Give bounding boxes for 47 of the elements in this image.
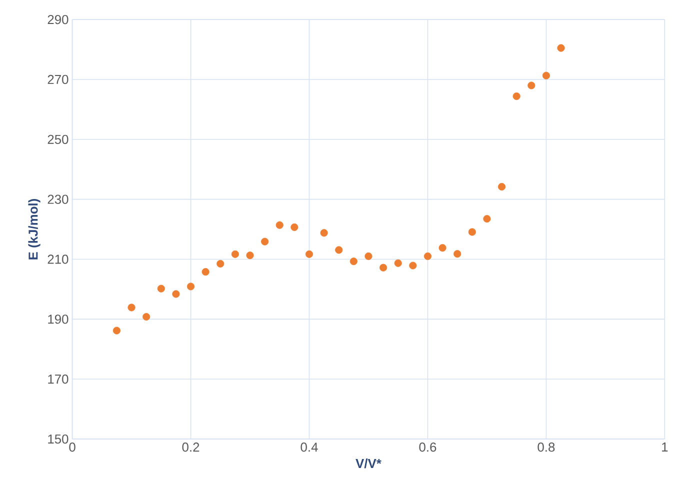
point	[186, 282, 195, 290]
point	[557, 44, 565, 52]
point	[542, 72, 550, 80]
point	[216, 260, 224, 268]
point	[290, 223, 298, 231]
point	[483, 215, 491, 223]
point	[128, 304, 136, 312]
point	[438, 244, 446, 252]
x-tick-label: 0	[69, 442, 76, 452]
point	[157, 284, 165, 292]
point	[305, 250, 314, 258]
point	[335, 246, 343, 254]
x-tick-label: 0.6	[419, 442, 436, 452]
point	[276, 221, 284, 229]
point	[468, 228, 476, 236]
point	[246, 252, 254, 260]
x-axis-title: V/V*	[356, 458, 382, 468]
point	[380, 264, 388, 272]
point	[202, 268, 210, 276]
point	[394, 259, 402, 267]
point	[172, 290, 180, 298]
point	[261, 238, 269, 246]
y-tick-label: 250	[48, 134, 68, 144]
y-tick-label: 230	[48, 194, 68, 204]
point	[142, 313, 150, 321]
y-tick-label: 290	[48, 14, 68, 24]
x-tick-label: 0.8	[538, 442, 555, 452]
y-tick-label: 190	[48, 314, 68, 324]
point	[350, 258, 358, 266]
y-tick-label: 150	[48, 434, 68, 444]
point	[454, 250, 462, 258]
x-tick-label: 0.2	[182, 442, 200, 452]
x-tick-label: 1	[662, 442, 668, 452]
point	[498, 182, 506, 191]
y-axis-title: E (kJ/mol)	[28, 199, 40, 260]
x-tick-label: 0.4	[300, 442, 318, 452]
point	[409, 262, 417, 270]
y-tick-label: 210	[48, 254, 68, 264]
point	[112, 326, 120, 334]
point	[424, 252, 432, 260]
point	[364, 252, 372, 260]
y-tick-label: 170	[48, 374, 68, 384]
point	[528, 82, 536, 90]
y-tick-label: 270	[48, 74, 68, 84]
point	[231, 250, 239, 258]
point	[320, 229, 328, 237]
point	[512, 92, 520, 100]
